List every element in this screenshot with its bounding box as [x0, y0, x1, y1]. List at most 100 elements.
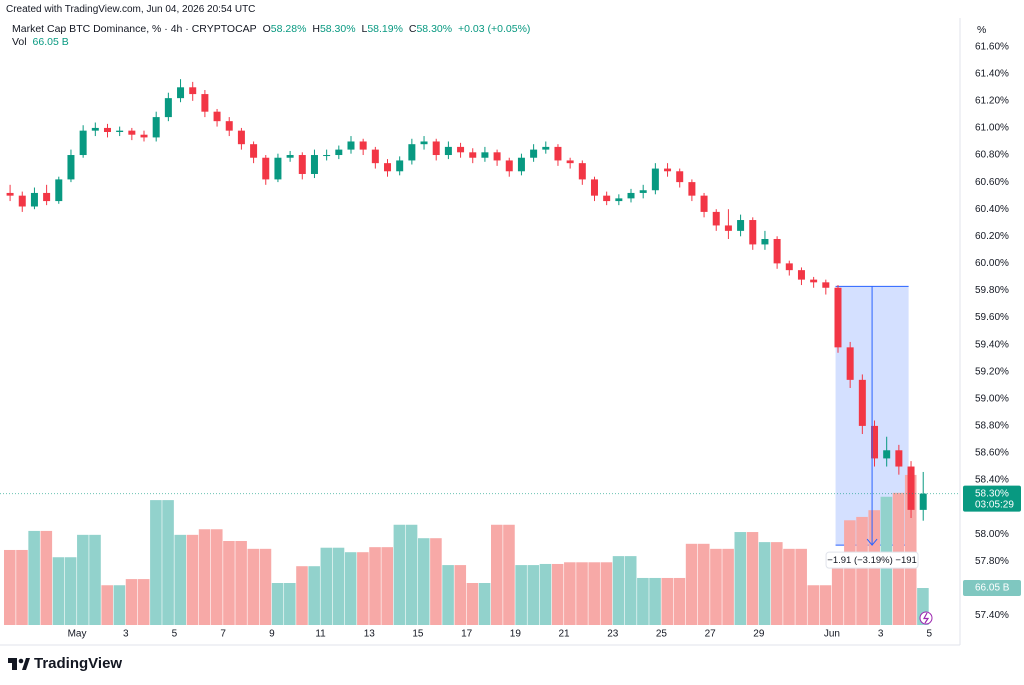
candle-body: [396, 160, 404, 172]
candle-body: [785, 263, 793, 271]
candle-body: [615, 198, 623, 202]
candle-body: [761, 238, 769, 245]
volume-bar: [89, 534, 101, 625]
candle-body: [128, 130, 136, 135]
candle-body: [481, 152, 489, 158]
volume-bar: [125, 579, 138, 625]
candle-body: [347, 141, 355, 150]
candle-body: [457, 146, 465, 153]
y-tick-label: 60.80%: [975, 150, 1009, 161]
candle-body: [335, 149, 343, 156]
candle-body: [371, 149, 379, 164]
candle-body: [384, 163, 392, 172]
y-tick-label: 58.60%: [975, 448, 1009, 459]
candle-body: [639, 190, 647, 193]
legend-title: Market Cap BTC Dominance, % · 4h · CRYPT…: [12, 23, 257, 35]
candle-body: [919, 493, 927, 510]
candle-body: [323, 155, 331, 157]
candle-body: [250, 144, 258, 158]
volume-bar: [454, 565, 467, 625]
ohlc-key: L: [361, 23, 368, 35]
volume-bar: [710, 548, 722, 625]
measure-label: −1.91 (−3.19%) −191: [827, 555, 917, 566]
candle-body: [6, 192, 14, 196]
volume-bar: [174, 534, 187, 625]
candle-body: [822, 282, 830, 288]
candle-body: [408, 144, 416, 161]
volume-bar: [722, 548, 734, 625]
y-tick-label: 59.60%: [975, 312, 1009, 323]
ohlc-key: H: [312, 23, 320, 35]
volume-bar: [637, 577, 649, 625]
alert-icon: [922, 612, 930, 624]
y-tick-label: 60.20%: [975, 231, 1009, 242]
volume-bar: [917, 588, 929, 625]
x-tick-label: 29: [753, 629, 765, 640]
volume-bar: [393, 524, 406, 625]
candle-body: [724, 225, 732, 231]
volume-bar: [64, 557, 77, 625]
volume-bar: [600, 562, 613, 625]
y-tick-label: 58.00%: [975, 529, 1009, 540]
candle-body: [79, 130, 87, 156]
volume-bar: [649, 577, 661, 625]
measure-arrowhead: [866, 538, 878, 546]
change: +0.03 (+0.05%): [458, 23, 531, 35]
candle-body: [749, 220, 757, 245]
volume-bar: [844, 520, 856, 625]
x-tick-label: 3: [123, 629, 129, 640]
candle-body: [834, 287, 842, 348]
volume-bar: [697, 543, 710, 625]
candle-body: [907, 466, 915, 510]
x-tick-label: 5: [172, 629, 178, 640]
ohlc-value: 58.30%: [416, 23, 453, 35]
volume-bar: [503, 524, 515, 625]
volume-bar: [101, 585, 113, 625]
price-tag: [963, 485, 1021, 512]
x-tick-label: 13: [364, 629, 376, 640]
candle-body: [883, 450, 891, 459]
volume-bar: [28, 530, 40, 625]
candle-body: [298, 155, 306, 174]
volume-bar: [52, 557, 65, 625]
ohlc-value: 58.19%: [367, 23, 403, 35]
volume-bar: [442, 565, 454, 625]
volume-bar: [746, 532, 759, 625]
legend-main: Market Cap BTC Dominance, % · 4h · CRYPT…: [12, 23, 533, 35]
candle-body: [237, 130, 245, 145]
y-tick-label: 61.20%: [975, 95, 1009, 106]
brand-name: TradingView: [34, 655, 123, 672]
volume-bar: [162, 500, 174, 625]
volume-bar: [795, 548, 807, 625]
candle-body: [262, 157, 270, 180]
volume-bar: [856, 516, 868, 625]
volume-bar: [357, 552, 369, 625]
candle-body: [664, 168, 672, 172]
y-tick-label: 61.60%: [975, 41, 1009, 52]
candle-body: [43, 192, 51, 202]
y-tick-label: 61.40%: [975, 68, 1009, 79]
candle-body: [140, 134, 148, 138]
volume-bar: [77, 534, 89, 625]
volume-bar: [381, 547, 393, 625]
candle-body: [627, 192, 635, 199]
x-tick-label: 17: [461, 629, 473, 640]
volume-bar: [308, 566, 320, 625]
candle-body: [177, 87, 185, 99]
candle-body: [578, 163, 586, 180]
candle-body: [505, 160, 513, 172]
volume-name: Vol: [12, 36, 27, 48]
candle-body: [432, 141, 440, 156]
x-tick-label: Jun: [824, 629, 840, 640]
candle-body: [773, 238, 781, 264]
candle-body: [67, 155, 75, 180]
candle-body: [116, 130, 124, 132]
volume-bar: [259, 548, 272, 625]
candle-body: [201, 94, 209, 112]
candle-body: [517, 157, 525, 172]
volume-bar: [198, 529, 211, 625]
volume-bar: [831, 566, 844, 625]
volume-bar: [186, 534, 199, 625]
x-tick-label: 7: [220, 629, 226, 640]
ohlc-key: O: [262, 23, 271, 35]
